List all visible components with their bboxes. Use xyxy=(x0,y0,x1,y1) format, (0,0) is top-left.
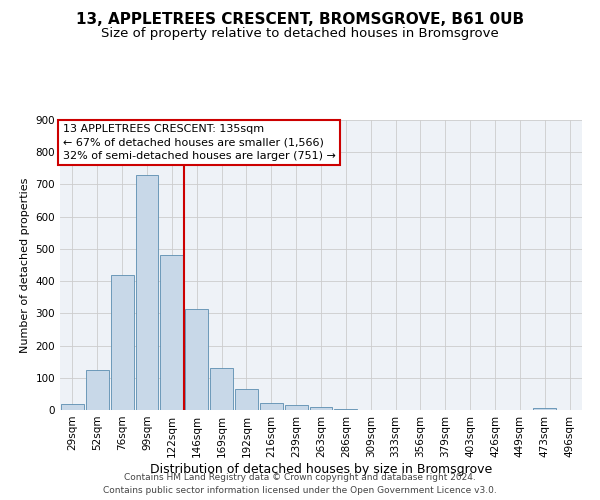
Text: 13 APPLETREES CRESCENT: 135sqm
← 67% of detached houses are smaller (1,566)
32% : 13 APPLETREES CRESCENT: 135sqm ← 67% of … xyxy=(62,124,335,161)
Y-axis label: Number of detached properties: Number of detached properties xyxy=(20,178,30,352)
Bar xyxy=(136,175,158,410)
Bar xyxy=(260,403,283,410)
Bar xyxy=(86,370,109,410)
Bar xyxy=(285,404,308,410)
Bar xyxy=(185,308,208,410)
Bar xyxy=(210,368,233,410)
Text: Contains HM Land Registry data © Crown copyright and database right 2024.
Contai: Contains HM Land Registry data © Crown c… xyxy=(103,474,497,495)
X-axis label: Distribution of detached houses by size in Bromsgrove: Distribution of detached houses by size … xyxy=(150,462,492,475)
Bar xyxy=(533,408,556,410)
Bar xyxy=(160,256,183,410)
Text: 13, APPLETREES CRESCENT, BROMSGROVE, B61 0UB: 13, APPLETREES CRESCENT, BROMSGROVE, B61… xyxy=(76,12,524,28)
Bar xyxy=(235,389,258,410)
Bar xyxy=(111,276,134,410)
Bar xyxy=(61,404,84,410)
Bar xyxy=(310,407,332,410)
Text: Size of property relative to detached houses in Bromsgrove: Size of property relative to detached ho… xyxy=(101,28,499,40)
